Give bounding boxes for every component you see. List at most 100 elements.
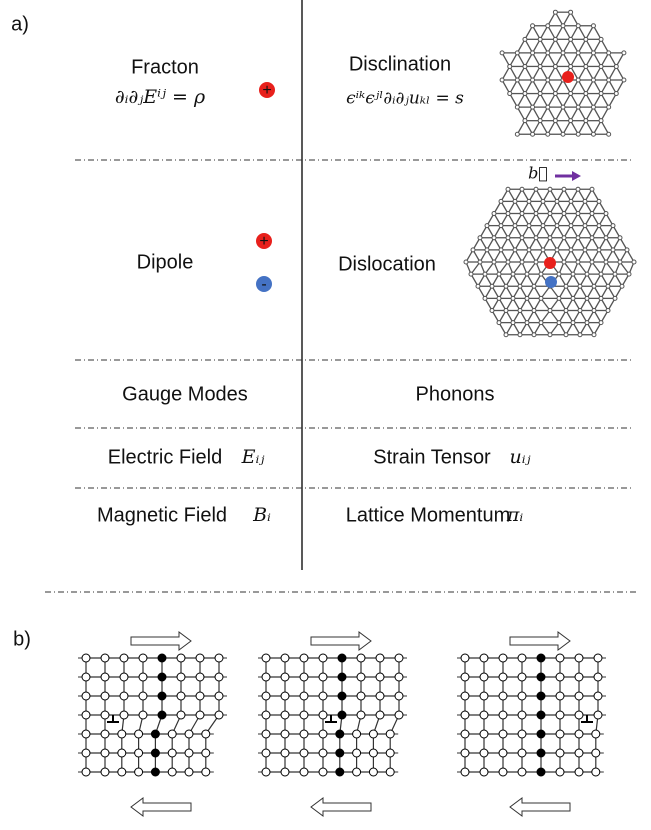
lattice-site bbox=[480, 692, 488, 700]
lattice-site bbox=[597, 248, 601, 252]
lattice-site bbox=[319, 654, 327, 662]
lattice-site bbox=[515, 105, 519, 109]
lattice-site bbox=[319, 711, 327, 719]
lattice-site bbox=[527, 248, 531, 252]
lattice-site bbox=[480, 711, 488, 719]
lattice-site bbox=[376, 711, 384, 719]
lattice-site bbox=[578, 284, 582, 288]
lattice-site bbox=[571, 296, 575, 300]
lattice-site bbox=[606, 284, 610, 288]
lattice-site bbox=[395, 673, 403, 681]
lattice-site bbox=[319, 768, 327, 776]
lattice-site bbox=[386, 749, 394, 757]
lattice-site bbox=[499, 768, 507, 776]
lattice-site bbox=[569, 119, 573, 123]
lattice-site bbox=[461, 711, 469, 719]
lattice-site bbox=[622, 51, 626, 55]
lattice-site bbox=[548, 308, 552, 312]
lattice-site bbox=[319, 749, 327, 757]
burgers-vector: b⃗ bbox=[528, 164, 548, 183]
lattice-site bbox=[520, 236, 524, 240]
lattice-site bbox=[518, 308, 522, 312]
lattice-site bbox=[281, 730, 289, 738]
lattice-site bbox=[576, 78, 580, 82]
lattice-site bbox=[319, 730, 327, 738]
lattice-site bbox=[546, 51, 550, 55]
lattice-site bbox=[548, 333, 552, 337]
lattice-site bbox=[537, 730, 545, 738]
lattice-site bbox=[556, 692, 564, 700]
lattice-site bbox=[476, 284, 480, 288]
lattice-site bbox=[461, 654, 469, 662]
lattice-site bbox=[300, 711, 308, 719]
lattice-site bbox=[518, 711, 526, 719]
lattice-site bbox=[555, 199, 559, 203]
lattice-site bbox=[101, 673, 109, 681]
lattice-site bbox=[613, 296, 617, 300]
lattice-site bbox=[584, 119, 588, 123]
lattice-site bbox=[515, 51, 519, 55]
lattice-site bbox=[139, 673, 147, 681]
lattice-site bbox=[607, 78, 611, 82]
lattice-site bbox=[357, 654, 365, 662]
lattice-site bbox=[492, 236, 496, 240]
lattice-site bbox=[461, 673, 469, 681]
lattice-site bbox=[82, 654, 90, 662]
lattice-site bbox=[177, 692, 185, 700]
lattice-site bbox=[118, 730, 126, 738]
lattice-site bbox=[576, 187, 580, 191]
lattice-site bbox=[215, 692, 223, 700]
lattice-site bbox=[504, 308, 508, 312]
lattice-site bbox=[561, 24, 565, 28]
symbol: πᵢ bbox=[506, 504, 523, 526]
lattice-site bbox=[511, 272, 515, 276]
defect bbox=[545, 276, 557, 288]
cell-title: Electric Field bbox=[108, 446, 222, 468]
lattice-site bbox=[546, 132, 550, 136]
lattice-site bbox=[168, 730, 176, 738]
cell-title: Fracton bbox=[131, 56, 199, 78]
lattice-site bbox=[185, 730, 193, 738]
lattice-site bbox=[101, 654, 109, 662]
lattice-site bbox=[604, 236, 608, 240]
lattice-site bbox=[599, 92, 603, 96]
lattice-site bbox=[599, 119, 603, 123]
lattice-site bbox=[527, 199, 531, 203]
lattice-site bbox=[82, 730, 90, 738]
lattice-site bbox=[553, 37, 557, 41]
lattice-site bbox=[202, 768, 210, 776]
lattice-site bbox=[461, 692, 469, 700]
lattice-site bbox=[557, 272, 561, 276]
lattice-site bbox=[395, 654, 403, 662]
lattice-site bbox=[539, 296, 543, 300]
lattice-site bbox=[506, 260, 510, 264]
lattice-site bbox=[564, 308, 568, 312]
panel-label: a) bbox=[11, 13, 29, 35]
cell-title: Gauge Modes bbox=[122, 383, 248, 405]
lattice-site bbox=[139, 711, 147, 719]
lattice-site bbox=[504, 284, 508, 288]
lattice-site bbox=[518, 333, 522, 337]
lattice-site bbox=[576, 236, 580, 240]
lattice-site bbox=[196, 692, 204, 700]
lattice-site bbox=[135, 749, 143, 757]
lattice-site bbox=[139, 654, 147, 662]
lattice-site bbox=[177, 673, 185, 681]
lattice-site bbox=[537, 711, 545, 719]
lattice-site bbox=[556, 654, 564, 662]
lattice-site bbox=[585, 296, 589, 300]
lattice-site bbox=[395, 692, 403, 700]
lattice-site bbox=[594, 673, 602, 681]
lattice-site bbox=[469, 272, 473, 276]
lattice-site bbox=[82, 673, 90, 681]
lattice-site bbox=[506, 212, 510, 216]
lattice-site bbox=[553, 10, 557, 14]
lattice-site bbox=[576, 132, 580, 136]
lattice-site bbox=[611, 248, 615, 252]
lattice-site bbox=[534, 236, 538, 240]
lattice-site bbox=[538, 92, 542, 96]
lattice-site bbox=[531, 105, 535, 109]
lattice-site bbox=[534, 187, 538, 191]
formula: ϵⁱᵏϵʲˡ∂ᵢ∂ⱼuₖₗ = s bbox=[346, 89, 464, 109]
lattice-site bbox=[497, 272, 501, 276]
